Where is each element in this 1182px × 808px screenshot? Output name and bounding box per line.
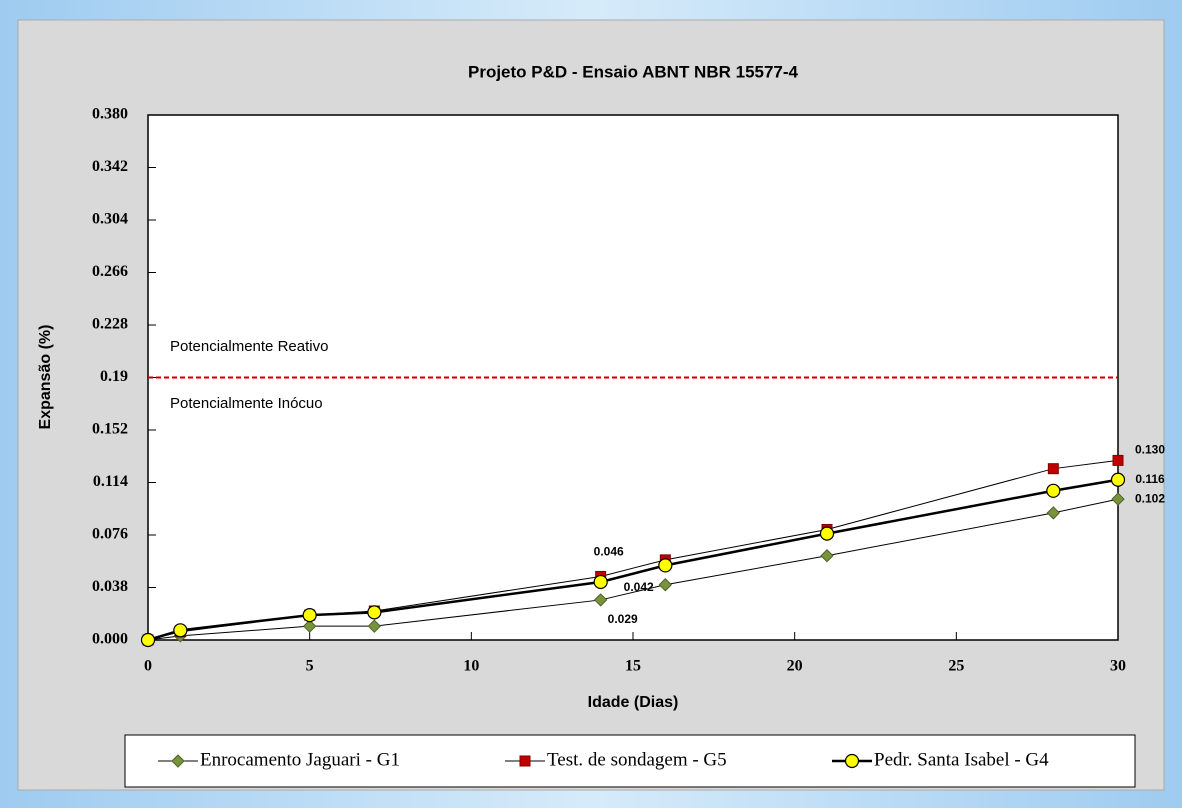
y-tick-label: 0.000 [92, 631, 128, 648]
marker [658, 578, 673, 592]
legend [124, 734, 1136, 788]
marker [1046, 483, 1061, 498]
x-tick-label: 5 [306, 658, 314, 675]
marker [1047, 463, 1059, 475]
y-tick-label: 0.114 [93, 473, 128, 490]
legend-marker [844, 753, 860, 769]
marker [658, 558, 673, 573]
x-tick-label: 25 [948, 658, 964, 675]
y-tick-label: 0.380 [92, 106, 128, 123]
marker [593, 593, 608, 607]
marker [593, 574, 608, 590]
x-tick-label: 15 [625, 658, 641, 675]
data-label: 0.102 [1135, 491, 1165, 505]
y-tick-label: 0.266 [92, 263, 128, 280]
legend-marker [171, 754, 185, 768]
marker [367, 605, 382, 620]
data-label: 0.116 [1135, 472, 1165, 486]
x-tick-label: 20 [787, 658, 803, 675]
annotation: Potencialmente Reativo [170, 338, 328, 355]
y-tick-label: 0.228 [92, 316, 128, 333]
x-tick-label: 0 [144, 658, 152, 675]
marker [140, 632, 156, 648]
marker [367, 619, 382, 633]
marker [1112, 454, 1124, 466]
y-tick-label: 0.076 [92, 526, 128, 543]
legend-label: Test. de sondagem - G5 [547, 749, 727, 770]
marker [820, 549, 834, 563]
x-tick-label: 10 [463, 658, 479, 675]
y-tick-label: 0.342 [92, 158, 128, 175]
data-label: 0.046 [594, 545, 624, 559]
legend-marker [519, 755, 531, 767]
marker [302, 608, 317, 623]
x-axis-label: Idade (Dias) [588, 694, 679, 711]
data-label: 0.130 [1135, 443, 1165, 457]
legend-label: Enrocamento Jaguari - G1 [200, 749, 400, 770]
y-tick-label: 0.038 [92, 578, 128, 595]
legend-label: Pedr. Santa Isabel - G4 [874, 749, 1049, 770]
marker [173, 623, 188, 638]
marker [819, 526, 835, 541]
chart-title: Projeto P&D - Ensaio ABNT NBR 15577-4 [468, 62, 799, 81]
annotation: Potencialmente Inócuo [170, 395, 323, 412]
y-tick-label: 0.304 [92, 211, 128, 228]
y-axis-label: Expansão (%) [37, 325, 54, 430]
y-tick-label: 0.19 [100, 368, 128, 385]
marker [1046, 506, 1061, 520]
data-label: 0.029 [608, 612, 638, 626]
marker [1111, 492, 1125, 506]
marker [1110, 472, 1126, 487]
marker [302, 619, 317, 633]
y-tick-label: 0.152 [92, 421, 128, 438]
x-tick-label: 30 [1110, 658, 1126, 675]
data-label: 0.042 [624, 580, 654, 594]
